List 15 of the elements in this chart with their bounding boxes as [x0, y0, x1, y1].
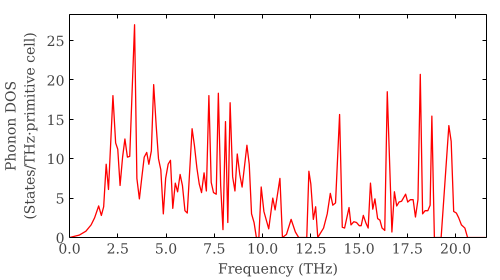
y-tick-label: 20 [46, 73, 65, 90]
y-tick-label: 5 [56, 192, 65, 208]
x-tick-label: 10.0 [246, 242, 278, 258]
y-tick-label: 10 [46, 152, 65, 168]
x-tick-label: 7.5 [203, 242, 226, 258]
x-tick-label: 15.0 [343, 242, 375, 258]
x-tick-label: 12.5 [295, 242, 326, 258]
x-tick-label: 5.0 [154, 242, 178, 258]
x-tick-label: 20.0 [440, 242, 472, 258]
x-tick-label: 2.5 [106, 242, 129, 258]
y-axis-title: Phonon DOS (States/THz·primitive cell) [3, 32, 39, 220]
y-tick-label: 25 [46, 34, 65, 50]
x-tick-label: 17.5 [392, 242, 423, 258]
x-axis-title: Frequency (THz) [218, 262, 338, 278]
y-tick-label: 15 [46, 112, 65, 129]
